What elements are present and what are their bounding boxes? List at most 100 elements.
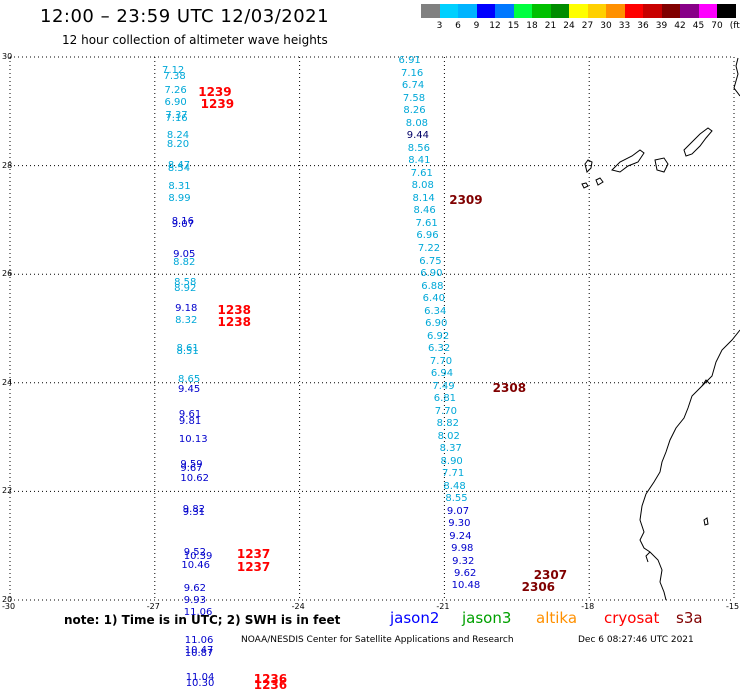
- swh-value-label: 6.34: [424, 307, 446, 317]
- timestamp: Dec 6 08:27:46 UTC 2021: [578, 635, 694, 645]
- swh-value-label: 8.55: [445, 494, 467, 504]
- swh-value-label: 10.48: [452, 581, 481, 591]
- swh-value-label: 10.46: [181, 561, 210, 571]
- swh-value-label: 7.61: [415, 219, 437, 229]
- pass-time-label: 1237: [237, 548, 270, 560]
- coast-island-la-gomera: [596, 178, 603, 185]
- y-tick-label: 20: [2, 595, 12, 604]
- swh-value-label: 9.24: [449, 532, 471, 542]
- swh-value-label: 8.48: [443, 482, 465, 492]
- footer-note: note: 1) Time is in UTC; 2) SWH is in fe…: [64, 613, 340, 627]
- swh-value-label: 9.93: [184, 596, 206, 606]
- x-tick-label: -24: [292, 602, 305, 611]
- swh-value-label: 9.62: [184, 584, 206, 594]
- pass-time-label: 1237: [237, 561, 270, 573]
- swh-value-label: 6.90: [164, 98, 186, 108]
- swh-value-label: 8.26: [403, 106, 425, 116]
- swh-value-label: 6.96: [416, 231, 438, 241]
- pass-time-label: 1239: [201, 98, 234, 110]
- swh-value-label: 8.41: [408, 156, 430, 166]
- swh-value-label: 9.32: [452, 557, 474, 567]
- swh-value-label: 7.22: [418, 244, 440, 254]
- swh-value-label: 9.18: [175, 304, 197, 314]
- swh-value-label: 7.16: [165, 114, 187, 124]
- pass-time-label: 2308: [493, 382, 526, 394]
- swh-value-label: 8.02: [438, 432, 460, 442]
- swh-value-label: 8.54: [168, 164, 190, 174]
- coastline: [582, 58, 740, 600]
- swh-value-label: 6.40: [423, 294, 445, 304]
- pass-time-label: 1239: [198, 86, 231, 98]
- altimeter-map: [0, 0, 740, 650]
- swh-value-label: 7.16: [401, 69, 423, 79]
- x-tick-label: -15: [726, 602, 739, 611]
- swh-value-label: 7.70: [430, 357, 452, 367]
- swh-value-label: 8.65: [178, 375, 200, 385]
- coast-island-gran-canaria: [655, 158, 668, 172]
- lat-lon-grid: [10, 57, 734, 600]
- y-tick-label: 28: [2, 161, 12, 170]
- coast-morocco: [734, 58, 740, 96]
- swh-value-label: 6.88: [421, 282, 443, 292]
- coast-small-island: [704, 518, 708, 525]
- swh-value-label: 6.91: [399, 56, 421, 66]
- coast-island-tenerife: [612, 150, 644, 172]
- y-tick-label: 24: [2, 378, 12, 387]
- pass-time-label: 1238: [218, 316, 251, 328]
- swh-value-label: 7.61: [411, 169, 433, 179]
- y-tick-label: 26: [2, 269, 12, 278]
- coast-western-sahara: [640, 330, 740, 600]
- swh-value-label: 7.49: [432, 382, 454, 392]
- swh-value-label: 8.08: [406, 119, 428, 129]
- swh-value-label: 9.98: [451, 544, 473, 554]
- swh-value-label: 8.20: [167, 140, 189, 150]
- x-tick-label: -18: [581, 602, 594, 611]
- swh-value-label: 8.56: [408, 144, 430, 154]
- swh-value-label: 8.37: [440, 444, 462, 454]
- swh-value-label: 8.14: [413, 194, 435, 204]
- legend-s3a: s3a: [676, 609, 703, 627]
- pass-time-label: 1236: [254, 679, 287, 691]
- pass-time-label: 2309: [449, 194, 482, 206]
- legend-altika: altika: [536, 609, 577, 627]
- coast-cap-blanc: [646, 552, 650, 562]
- swh-value-label: 9.67: [180, 464, 202, 474]
- swh-value-label: 6.92: [427, 332, 449, 342]
- legend-cryosat: cryosat: [604, 609, 659, 627]
- coast-island-hierro: [582, 183, 588, 188]
- pass-time-label: 2306: [522, 581, 555, 593]
- swh-value-label: 6.75: [419, 257, 441, 267]
- swh-value-label: 7.26: [164, 86, 186, 96]
- swh-value-label: 6.32: [428, 344, 450, 354]
- legend-jason2: jason2: [390, 609, 439, 627]
- swh-value-label: 7.38: [163, 72, 185, 82]
- swh-value-label: 6.74: [402, 81, 424, 91]
- swh-value-label: 9.44: [407, 131, 429, 141]
- swh-value-label: 9.07: [172, 220, 194, 230]
- swh-value-label: 8.32: [175, 316, 197, 326]
- swh-value-label: 8.92: [174, 284, 196, 294]
- swh-value-label: 8.82: [173, 258, 195, 268]
- swh-value-label: 6.81: [434, 394, 456, 404]
- coast-island-fuerteventura: [684, 128, 712, 156]
- credit-line: NOAA/NESDIS Center for Satellite Applica…: [241, 635, 514, 645]
- swh-value-label: 6.90: [425, 319, 447, 329]
- swh-value-label: 8.46: [414, 206, 436, 216]
- swh-value-label: 9.31: [183, 508, 205, 518]
- swh-value-label: 7.70: [435, 407, 457, 417]
- swh-value-label: 9.81: [179, 417, 201, 427]
- swh-value-label: 10.87: [185, 649, 214, 659]
- swh-value-label: 7.58: [403, 94, 425, 104]
- swh-value-label: 9.62: [454, 569, 476, 579]
- swh-value-label: 7.71: [442, 469, 464, 479]
- swh-value-label: 9.45: [178, 385, 200, 395]
- swh-value-label: 10.13: [179, 435, 208, 445]
- swh-value-label: 8.51: [177, 347, 199, 357]
- legend-jason3: jason3: [462, 609, 511, 627]
- y-tick-label: 30: [2, 52, 12, 61]
- swh-value-label: 8.99: [168, 194, 190, 204]
- swh-value-label: 6.90: [420, 269, 442, 279]
- swh-value-label: 6.94: [431, 369, 453, 379]
- x-tick-label: -27: [147, 602, 160, 611]
- swh-value-label: 8.31: [168, 182, 190, 192]
